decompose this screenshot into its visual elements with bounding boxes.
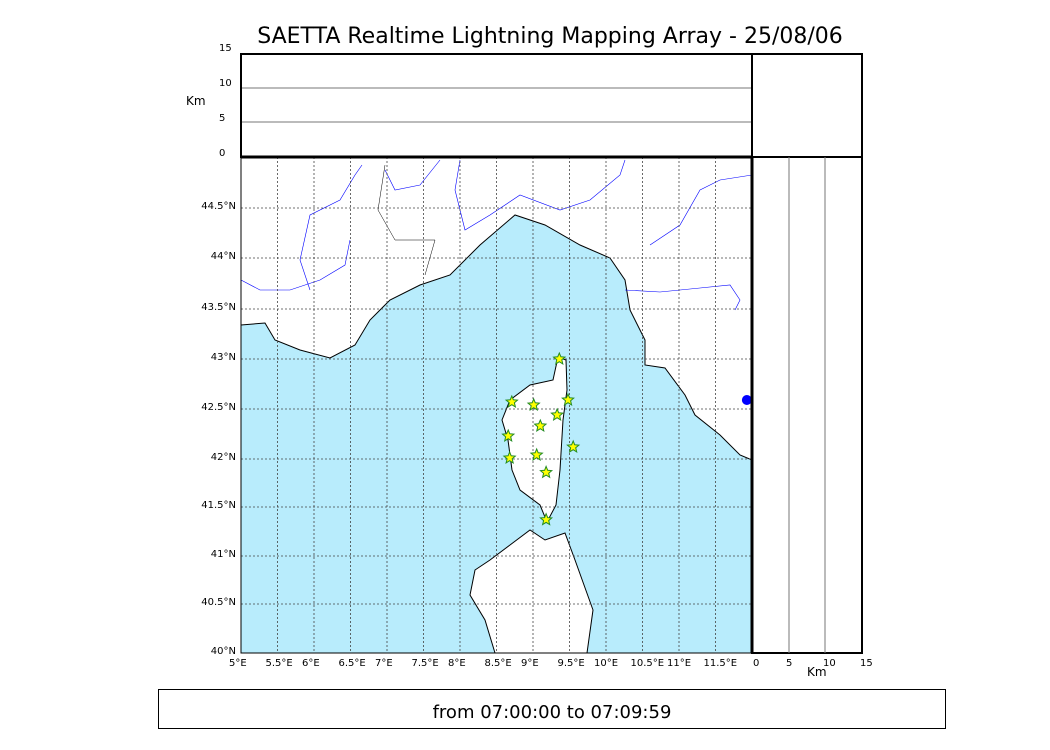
x-tick-label: 5.5°E — [265, 658, 293, 669]
altitude-tick-label: 5 — [219, 113, 226, 124]
station-marker — [741, 395, 752, 405]
y-tick-label: 44.5°N — [201, 201, 236, 212]
y-tick-label: 43°N — [210, 352, 236, 363]
x-tick-label: 5°E — [229, 658, 247, 669]
altitude-axis-label: Km — [186, 94, 206, 108]
altitude-tick-label-x: 0 — [753, 658, 760, 669]
x-tick-label: 10°E — [594, 658, 619, 669]
y-tick-label: 42.5°N — [201, 402, 236, 413]
y-tick-label: 40.5°N — [201, 597, 236, 608]
x-tick-label: 9.5°E — [557, 658, 585, 669]
lightning-strike-marker — [504, 394, 519, 408]
x-tick-label: 11°E — [667, 658, 692, 669]
x-tick-label: 6.5°E — [338, 658, 366, 669]
x-tick-label: 7.5°E — [411, 658, 439, 669]
y-tick-label: 41.5°N — [201, 500, 236, 511]
altitude-tick-label: 15 — [219, 43, 232, 54]
lightning-strike-marker — [539, 512, 554, 526]
lightning-strike-marker — [526, 397, 541, 411]
altitude-tick-label: 0 — [219, 148, 226, 159]
lightning-strike-marker — [529, 447, 544, 461]
y-tick-label: 41°N — [210, 549, 236, 560]
lightning-strike-marker — [561, 392, 575, 406]
lightning-strike-marker — [550, 407, 565, 421]
lightning-strike-marker — [501, 428, 516, 442]
y-tick-label: 40°N — [210, 646, 236, 657]
x-tick-label: 8°E — [448, 658, 466, 669]
x-tick-label: 9°E — [521, 658, 539, 669]
lightning-strike-marker — [502, 450, 517, 464]
x-tick-label: 10.5°E — [630, 658, 665, 669]
x-tick-label: 7°E — [375, 658, 393, 669]
lightning-strike-marker — [533, 418, 548, 432]
altitude-tick-label-x: 5 — [786, 658, 793, 669]
lightning-strike-marker — [539, 465, 554, 479]
chart-title: SAETTA Realtime Lightning Mapping Array … — [257, 24, 843, 49]
rivers — [299, 164, 363, 291]
y-tick-label: 44°N — [210, 251, 236, 262]
y-tick-label: 43.5°N — [201, 302, 236, 313]
altitude-tick-label-x: 10 — [823, 658, 836, 669]
lightning-strike-marker — [566, 439, 581, 453]
y-tick-label: 42°N — [210, 452, 236, 463]
lightning-strike-marker — [552, 351, 567, 365]
altitude-axis-label-x: Km — [807, 665, 827, 679]
altitude-tick-label: 10 — [219, 78, 232, 89]
x-tick-label: 11.5°E — [703, 658, 738, 669]
x-tick-label: 6°E — [302, 658, 320, 669]
x-tick-label: 8.5°E — [484, 658, 512, 669]
altitude-tick-label-x: 15 — [860, 658, 873, 669]
time-range-label: from 07:00:00 to 07:09:59 — [158, 689, 946, 729]
